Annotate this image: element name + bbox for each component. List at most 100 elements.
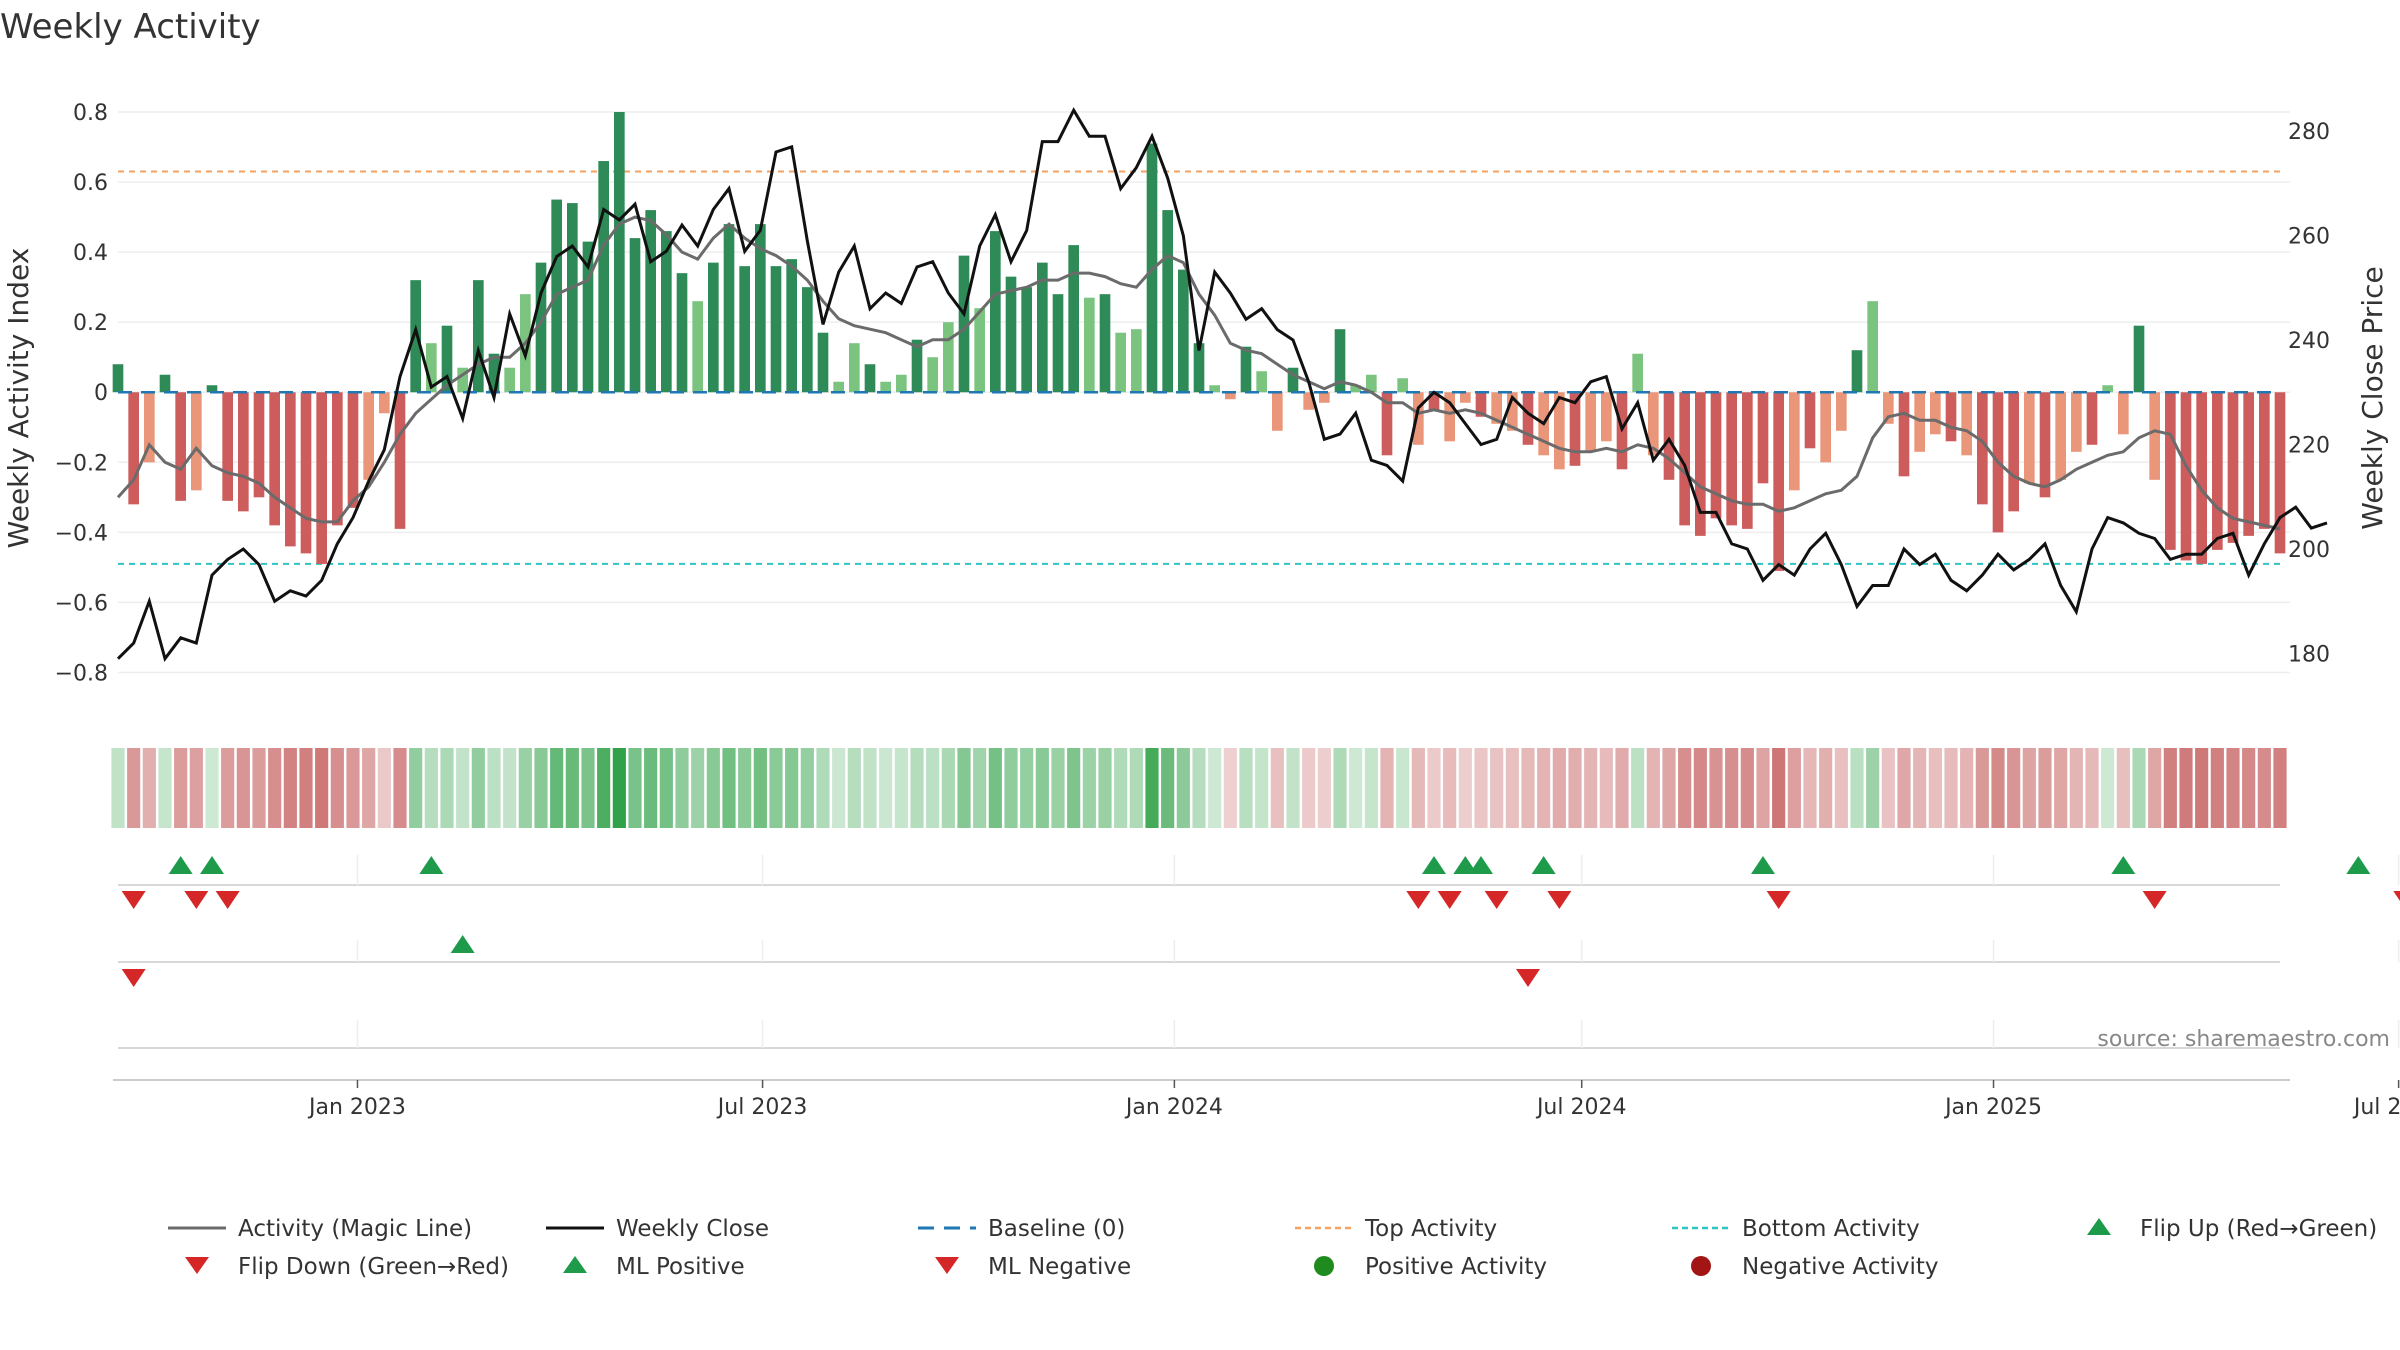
activity-bar bbox=[410, 280, 421, 393]
activity-bar bbox=[739, 266, 750, 393]
activity-bar bbox=[1585, 392, 1596, 452]
activity-bar bbox=[238, 392, 249, 512]
heat-cell bbox=[1427, 748, 1441, 828]
activity-bar bbox=[206, 385, 218, 393]
activity-bar bbox=[958, 255, 970, 393]
heat-cell bbox=[1129, 748, 1143, 828]
heat-cell bbox=[1411, 748, 1425, 828]
activity-bar bbox=[2274, 392, 2286, 554]
heat-cell bbox=[252, 748, 266, 828]
activity-bar bbox=[817, 332, 829, 393]
legend-swatch bbox=[2087, 1218, 2111, 1235]
heat-cell bbox=[236, 748, 250, 828]
heat-cell bbox=[926, 748, 940, 828]
x-tick-label: Jul 2023 bbox=[716, 1095, 808, 1120]
heat-cell bbox=[1255, 748, 1269, 828]
flip-down-marker bbox=[2393, 891, 2400, 902]
heat-cell bbox=[393, 748, 407, 828]
activity-bar bbox=[1726, 392, 1737, 526]
heat-cell bbox=[158, 748, 172, 828]
activity-bar bbox=[1162, 210, 1173, 393]
activity-bar bbox=[1851, 350, 1863, 393]
heat-cell bbox=[142, 748, 156, 828]
activity-bar bbox=[849, 343, 860, 393]
flip-down-marker bbox=[184, 891, 209, 909]
activity-bar bbox=[645, 210, 656, 393]
heat-cell bbox=[1944, 748, 1958, 828]
heat-cell bbox=[2242, 748, 2256, 828]
heat-cell bbox=[2085, 748, 2099, 828]
activity-bar bbox=[1491, 392, 1502, 424]
heat-cell bbox=[1897, 748, 1911, 828]
flip-down-marker bbox=[1437, 891, 1462, 909]
activity-bar bbox=[300, 392, 312, 554]
heat-cell bbox=[2148, 748, 2162, 828]
heat-cell bbox=[832, 748, 846, 828]
legend: Activity (Magic Line) Weekly Close Baselin… bbox=[168, 1216, 2377, 1280]
heat-cell bbox=[1693, 748, 1707, 828]
activity-bar bbox=[2102, 385, 2113, 393]
activity-bar bbox=[488, 353, 500, 393]
activity-bar bbox=[2165, 392, 2176, 550]
activity-bar bbox=[1679, 392, 1690, 526]
activity-bar bbox=[1601, 392, 1612, 442]
heat-cell bbox=[1913, 748, 1927, 828]
activity-bar bbox=[1804, 392, 1816, 449]
activity-bar bbox=[2227, 392, 2239, 543]
activity-bar bbox=[1005, 276, 1017, 393]
heat-cell bbox=[785, 748, 799, 828]
activity-bar bbox=[1710, 392, 1722, 519]
heat-cell bbox=[1881, 748, 1895, 828]
activity-bar bbox=[1287, 367, 1299, 393]
heat-cell bbox=[2022, 748, 2036, 828]
activity-bar bbox=[2259, 392, 2270, 529]
heat-cell bbox=[769, 748, 783, 828]
activity-bar bbox=[112, 364, 124, 393]
heat-cell bbox=[1599, 748, 1613, 828]
activity-bar bbox=[1225, 392, 1236, 400]
activity-bar bbox=[911, 339, 923, 393]
flip-up-marker bbox=[1469, 856, 1493, 874]
x-tick-label: Jul 2025 bbox=[2352, 1095, 2400, 1120]
heat-cell bbox=[1975, 748, 1989, 828]
heat-cell bbox=[1364, 748, 1378, 828]
heat-cell bbox=[2038, 748, 2052, 828]
legend-label: ML Negative bbox=[988, 1254, 1131, 1280]
activity-bar bbox=[755, 224, 766, 393]
heat-cell bbox=[1176, 748, 1190, 828]
heat-cell bbox=[127, 748, 141, 828]
activity-bar bbox=[2071, 392, 2082, 452]
activity-bar bbox=[285, 392, 296, 547]
activity-bar bbox=[394, 392, 406, 529]
heat-cell bbox=[1866, 748, 1880, 828]
legend-label: ML Positive bbox=[616, 1254, 745, 1280]
heat-cell bbox=[2054, 748, 2068, 828]
activity-bar bbox=[1695, 392, 1706, 536]
activity-bar bbox=[2149, 392, 2160, 480]
heat-cell bbox=[879, 748, 893, 828]
activity-bar bbox=[1084, 297, 1095, 393]
heat-cell bbox=[1819, 748, 1833, 828]
heat-cell bbox=[2257, 748, 2271, 828]
activity-bar bbox=[927, 357, 938, 393]
heat-cell bbox=[1396, 748, 1410, 828]
legend-label: Activity (Magic Line) bbox=[238, 1216, 472, 1242]
heat-cell bbox=[2226, 748, 2240, 828]
heat-cell bbox=[581, 748, 595, 828]
activity-bar bbox=[1319, 392, 1330, 403]
legend-label: Bottom Activity bbox=[1742, 1216, 1920, 1242]
heat-cell bbox=[957, 748, 971, 828]
activity-bar bbox=[1836, 392, 1847, 431]
y2-tick-label: 180 bbox=[2288, 642, 2330, 667]
heat-cell bbox=[800, 748, 814, 828]
activity-bar bbox=[2055, 392, 2066, 480]
heat-cell bbox=[1631, 748, 1645, 828]
y-tick-label: −0.4 bbox=[55, 521, 108, 546]
activity-bar bbox=[1334, 329, 1346, 393]
heat-cell bbox=[221, 748, 235, 828]
activity-bar bbox=[692, 301, 703, 393]
heat-cell bbox=[1725, 748, 1739, 828]
flip-down-marker bbox=[1406, 891, 1431, 909]
activity-bar bbox=[1052, 294, 1064, 393]
activity-bar bbox=[1663, 392, 1675, 480]
